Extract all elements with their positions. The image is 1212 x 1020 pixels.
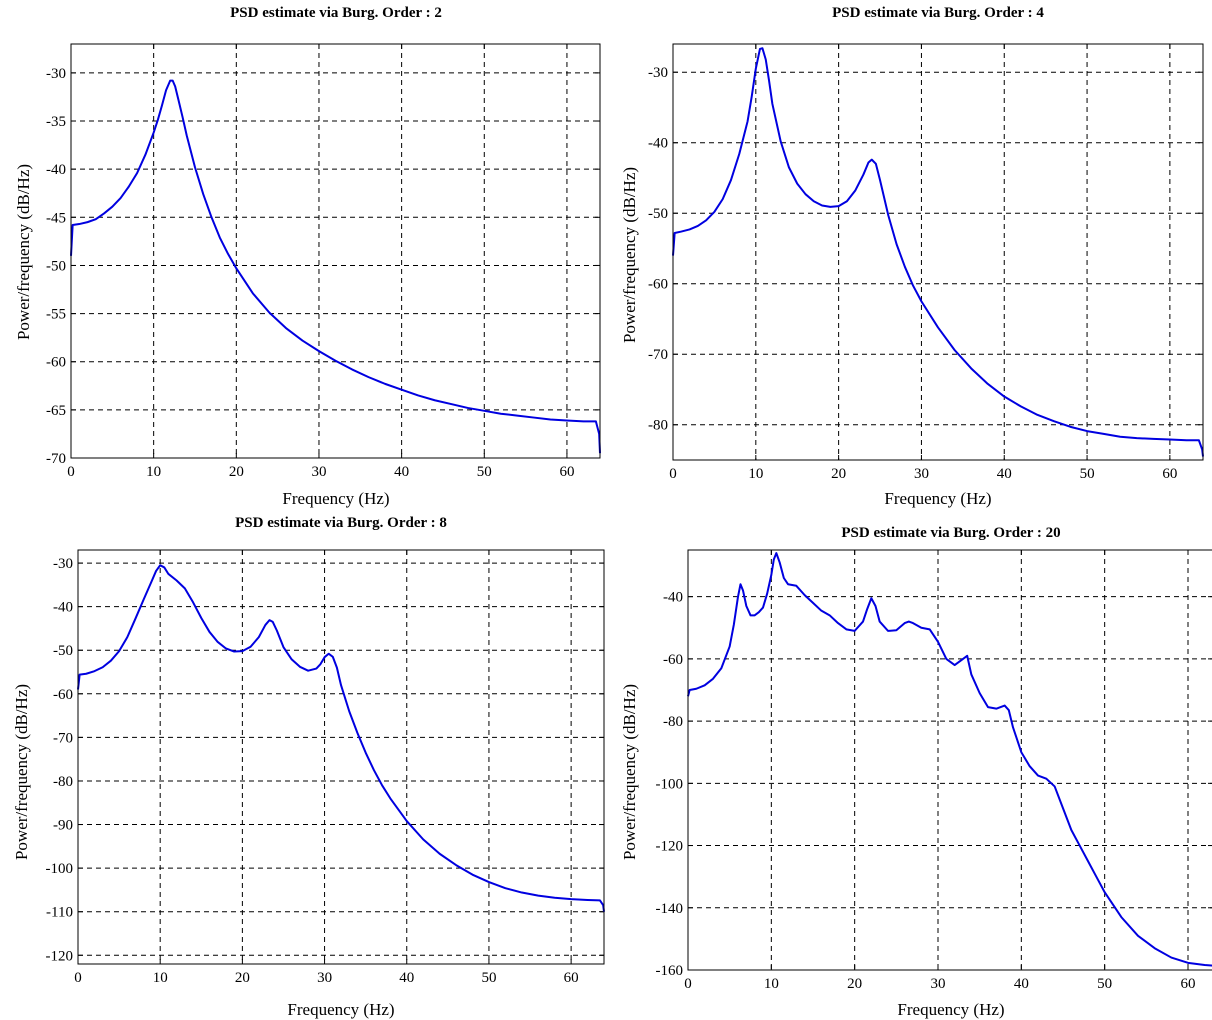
x-axis-label: Frequency (Hz) [884,489,992,508]
x-tick-label: 50 [1080,466,1095,482]
y-tick-label: -40 [46,162,66,178]
x-tick-label: 60 [564,970,579,986]
y-tick-label: -100 [656,776,684,792]
psd-curve [77,564,605,912]
x-tick-label: 20 [235,970,250,986]
x-axis-label: Frequency (Hz) [287,1000,395,1019]
x-tick-label: 20 [847,976,862,992]
x-tick-label: 30 [317,970,332,986]
x-tick-label: 10 [153,970,168,986]
x-tick-label: 30 [931,976,946,992]
y-axis-label: Power/frequency (dB/Hz) [620,166,639,344]
x-tick-label: 60 [1162,466,1177,482]
y-tick-label: -60 [53,687,73,703]
y-tick-label: -45 [46,210,66,226]
y-tick-label: -70 [648,347,668,363]
y-axis-label: Power/frequency (dB/Hz) [620,683,639,861]
x-tick-label: 0 [67,464,75,480]
x-tick-label: 40 [997,466,1012,482]
x-tick-label: 0 [684,976,692,992]
x-tick-label: 60 [1181,976,1196,992]
x-tick-label: 40 [399,970,414,986]
psd-curve [672,47,1204,457]
x-tick-label: 30 [311,464,326,480]
chart-svg-order-20: 0 10 20 30 40 50 60 -160 -140 -120 -100 -80 -60 -40 [656,549,1212,992]
y-tick-label: -55 [46,307,66,323]
chart-svg-order-4: 0 10 20 30 40 50 60 -80 -70 -60 -50 -40 -30 [648,43,1204,482]
y-axis-label: Power/frequency (dB/Hz) [12,683,31,861]
y-tick-label: -60 [46,355,66,371]
x-axis-label: Frequency (Hz) [282,489,390,508]
y-tick-label: -40 [648,136,668,152]
y-tick-label: -40 [53,600,73,616]
x-tick-label: 40 [1014,976,1029,992]
y-tick-label: -65 [46,403,66,419]
chart-title: PSD estimate via Burg. Order : 8 [235,515,447,531]
y-tick-label: -35 [46,114,66,130]
x-tick-label: 60 [559,464,574,480]
psd-panel-order-2: 0 10 20 30 40 50 60 -70 -65 -60 -55 -50 -45 -40 -35 -30… [0,0,606,510]
y-tick-label: -160 [656,963,684,979]
axes-frame [70,43,601,459]
y-tick-label: -30 [53,556,73,572]
axes-frame [672,43,1204,461]
chart-svg-order-2: 0 10 20 30 40 50 60 -70 -65 -60 -55 -50 -45 -40 -35 -30 [46,43,601,480]
x-tick-label: 50 [481,970,496,986]
psd-curve [687,552,1212,967]
x-tick-label: 20 [229,464,244,480]
y-tick-label: -120 [46,948,74,964]
y-tick-label: -90 [53,818,73,834]
x-tick-label: 10 [146,464,161,480]
x-tick-label: 10 [764,976,779,992]
psd-curve [70,79,601,454]
y-tick-label: -140 [656,901,684,917]
chart-title: PSD estimate via Burg. Order : 2 [230,5,442,21]
x-tick-label: 20 [831,466,846,482]
chart-title: PSD estimate via Burg. Order : 4 [832,5,1044,21]
chart-title: PSD estimate via Burg. Order : 20 [841,525,1061,541]
y-tick-label: -40 [663,590,683,606]
plot-area [71,44,600,458]
x-tick-label: 40 [394,464,409,480]
y-tick-label: -70 [46,451,66,467]
x-axis-label: Frequency (Hz) [897,1000,1005,1019]
y-axis-label: Power/frequency (dB/Hz) [14,163,33,341]
psd-panel-order-4: 0 10 20 30 40 50 60 -80 -70 -60 -50 -40 -30 PSD esti… [606,0,1212,510]
y-tick-label: -110 [46,905,73,921]
x-tick-label: 0 [669,466,677,482]
y-tick-label: -50 [53,643,73,659]
y-tick-label: -30 [648,65,668,81]
y-tick-label: -100 [46,861,74,877]
axes-frame [687,549,1212,971]
y-tick-label: -80 [663,714,683,730]
x-tick-label: 50 [1097,976,1112,992]
y-tick-label: -50 [46,258,66,274]
y-tick-label: -80 [648,418,668,434]
plot-area [673,44,1203,460]
y-tick-label: -80 [53,774,73,790]
x-tick-label: 10 [748,466,763,482]
x-tick-label: 50 [477,464,492,480]
x-tick-label: 30 [914,466,929,482]
y-tick-label: -50 [648,206,668,222]
y-tick-label: -60 [663,652,683,668]
y-tick-label: -60 [648,277,668,293]
y-tick-label: -120 [656,839,684,855]
axes-frame [77,549,605,965]
y-tick-label: -30 [46,66,66,82]
psd-panel-order-8: 0 10 20 30 40 50 60 -120 -110 -100 -90 -80 -70 -60 -50… [0,510,606,1019]
chart-svg-order-8: 0 10 20 30 40 50 60 -120 -110 -100 -90 -80 -70 -60 -50… [46,549,605,986]
psd-panel-order-20: 0 10 20 30 40 50 60 -160 -140 -120 -100 -80 -60 -40 P… [606,510,1212,1019]
y-tick-label: -70 [53,730,73,746]
x-tick-label: 0 [74,970,82,986]
plot-area [688,550,1212,970]
plot-area [78,550,604,964]
